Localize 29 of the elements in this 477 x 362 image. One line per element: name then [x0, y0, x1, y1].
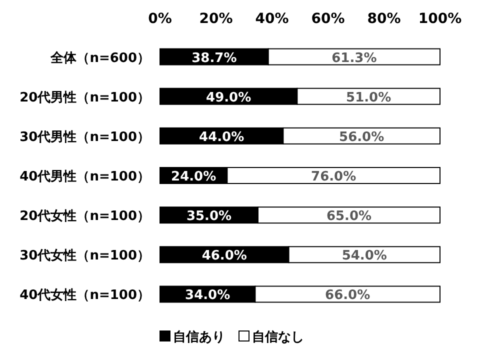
y-tick-label: 30代男性（n=100） [20, 130, 150, 145]
data-label: 76.0% [311, 170, 356, 184]
y-tick-label: 20代男性（n=100） [20, 90, 150, 106]
data-label: 65.0% [326, 209, 372, 224]
data-label: 24.0% [171, 170, 216, 184]
x-tick-label: 0% [148, 11, 172, 27]
data-label: 38.7% [192, 50, 237, 66]
x-tick-label: 20% [199, 11, 233, 27]
legend-label: 自信あり [173, 330, 225, 345]
data-label: 49.0% [206, 90, 252, 106]
data-label: 44.0% [199, 130, 244, 145]
y-tick-label: 20代女性（n=100） [20, 209, 150, 224]
x-tick-label: 60% [311, 11, 345, 27]
y-tick-label: 40代女性（n=100） [20, 288, 150, 304]
data-label: 66.0% [325, 288, 370, 304]
data-label: 54.0% [342, 248, 387, 264]
y-tick-label: 40代男性（n=100） [20, 170, 150, 184]
data-label: 56.0% [339, 130, 384, 145]
data-label: 46.0% [202, 248, 247, 264]
x-tick-label: 100% [418, 11, 462, 27]
y-tick-label: 全体（n=600） [50, 50, 150, 66]
x-tick-label: 80% [367, 11, 401, 27]
x-tick-label: 40% [255, 11, 289, 27]
data-label: 35.0% [186, 209, 232, 224]
data-label: 51.0% [346, 90, 392, 106]
data-label: 34.0% [185, 288, 230, 304]
y-tick-label: 30代女性（n=100） [20, 248, 150, 264]
data-label: 61.3% [332, 50, 377, 66]
legend-label: 自信なし [252, 330, 304, 345]
